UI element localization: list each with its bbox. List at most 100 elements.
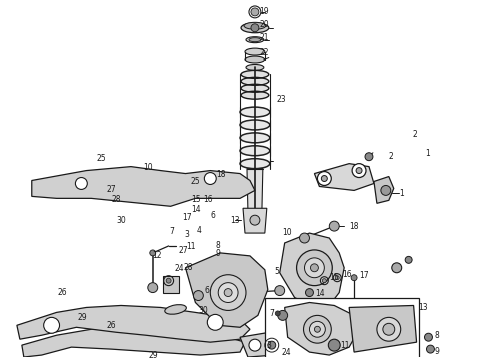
Text: 14: 14 bbox=[316, 289, 325, 298]
Ellipse shape bbox=[240, 146, 270, 156]
Text: 28: 28 bbox=[184, 263, 193, 272]
Ellipse shape bbox=[241, 91, 269, 99]
Polygon shape bbox=[285, 302, 359, 355]
Polygon shape bbox=[32, 167, 255, 206]
Text: 28: 28 bbox=[111, 195, 121, 204]
Circle shape bbox=[148, 283, 158, 293]
Ellipse shape bbox=[165, 305, 186, 314]
Circle shape bbox=[381, 185, 391, 195]
Text: 16: 16 bbox=[204, 195, 213, 204]
Polygon shape bbox=[280, 233, 344, 307]
Ellipse shape bbox=[249, 38, 261, 42]
Circle shape bbox=[204, 172, 216, 184]
Text: 25: 25 bbox=[97, 154, 106, 163]
Circle shape bbox=[275, 285, 285, 296]
Polygon shape bbox=[186, 253, 268, 327]
Circle shape bbox=[321, 176, 327, 181]
Circle shape bbox=[275, 311, 280, 316]
Text: 11: 11 bbox=[187, 242, 196, 251]
Circle shape bbox=[305, 289, 314, 297]
Ellipse shape bbox=[241, 77, 269, 85]
Circle shape bbox=[166, 278, 171, 283]
Circle shape bbox=[299, 233, 310, 243]
Polygon shape bbox=[17, 306, 250, 342]
Ellipse shape bbox=[241, 71, 269, 78]
Text: 3: 3 bbox=[184, 230, 189, 239]
Circle shape bbox=[328, 339, 340, 351]
Text: 17: 17 bbox=[359, 271, 368, 280]
Polygon shape bbox=[349, 306, 416, 352]
Text: 15: 15 bbox=[329, 273, 339, 282]
Circle shape bbox=[351, 275, 357, 281]
Circle shape bbox=[218, 283, 238, 302]
Circle shape bbox=[315, 326, 320, 332]
Polygon shape bbox=[315, 164, 374, 190]
Text: 8: 8 bbox=[216, 241, 220, 250]
Text: 6: 6 bbox=[211, 211, 216, 220]
Polygon shape bbox=[22, 327, 245, 357]
Polygon shape bbox=[163, 276, 178, 293]
Text: 1: 1 bbox=[425, 149, 430, 158]
Circle shape bbox=[303, 315, 331, 343]
Text: 11: 11 bbox=[340, 341, 350, 350]
Ellipse shape bbox=[245, 48, 265, 55]
Text: 10: 10 bbox=[283, 228, 293, 237]
Circle shape bbox=[352, 164, 366, 177]
Circle shape bbox=[365, 153, 373, 161]
Text: 15: 15 bbox=[192, 195, 201, 204]
Circle shape bbox=[250, 215, 260, 225]
Text: 18: 18 bbox=[216, 170, 225, 179]
Text: 10: 10 bbox=[143, 163, 152, 172]
Text: 18: 18 bbox=[349, 222, 359, 231]
Circle shape bbox=[310, 321, 325, 337]
Text: 6: 6 bbox=[204, 286, 209, 295]
Text: 7: 7 bbox=[270, 309, 275, 318]
Circle shape bbox=[296, 250, 332, 285]
Text: 29: 29 bbox=[149, 351, 158, 360]
Circle shape bbox=[207, 314, 223, 330]
Circle shape bbox=[251, 8, 259, 16]
Ellipse shape bbox=[240, 159, 270, 168]
Text: 5: 5 bbox=[274, 267, 279, 276]
Text: 30: 30 bbox=[116, 216, 126, 225]
Circle shape bbox=[377, 318, 401, 341]
Circle shape bbox=[356, 168, 362, 174]
Text: 1: 1 bbox=[399, 189, 403, 198]
Text: 21: 21 bbox=[260, 33, 269, 42]
Ellipse shape bbox=[244, 22, 266, 29]
Circle shape bbox=[249, 339, 261, 351]
Text: 29: 29 bbox=[77, 313, 87, 322]
Text: 25: 25 bbox=[191, 177, 200, 186]
Text: 9: 9 bbox=[435, 347, 440, 356]
Circle shape bbox=[426, 345, 435, 353]
Circle shape bbox=[329, 221, 339, 231]
Text: 23: 23 bbox=[276, 95, 286, 104]
Circle shape bbox=[383, 323, 395, 335]
Ellipse shape bbox=[240, 133, 270, 143]
Polygon shape bbox=[374, 176, 394, 203]
Text: 17: 17 bbox=[182, 213, 192, 222]
Circle shape bbox=[322, 279, 326, 283]
Text: 24: 24 bbox=[282, 348, 292, 357]
Circle shape bbox=[392, 263, 402, 273]
Text: 13: 13 bbox=[230, 216, 240, 225]
Circle shape bbox=[268, 341, 276, 349]
Polygon shape bbox=[243, 208, 267, 233]
Text: 19: 19 bbox=[260, 7, 269, 16]
Circle shape bbox=[75, 177, 87, 189]
Polygon shape bbox=[247, 168, 263, 213]
Text: 26: 26 bbox=[106, 321, 116, 330]
Circle shape bbox=[278, 310, 288, 320]
Text: 7: 7 bbox=[170, 227, 174, 236]
Text: 14: 14 bbox=[192, 206, 201, 215]
Text: 4: 4 bbox=[196, 226, 201, 235]
Circle shape bbox=[210, 275, 246, 310]
Text: 2: 2 bbox=[413, 130, 417, 139]
Circle shape bbox=[405, 256, 412, 263]
Text: 3: 3 bbox=[267, 341, 271, 350]
Text: 12: 12 bbox=[153, 251, 162, 260]
Text: 20: 20 bbox=[260, 20, 269, 29]
Circle shape bbox=[304, 258, 324, 278]
Ellipse shape bbox=[241, 84, 269, 92]
Text: 13: 13 bbox=[418, 303, 428, 312]
